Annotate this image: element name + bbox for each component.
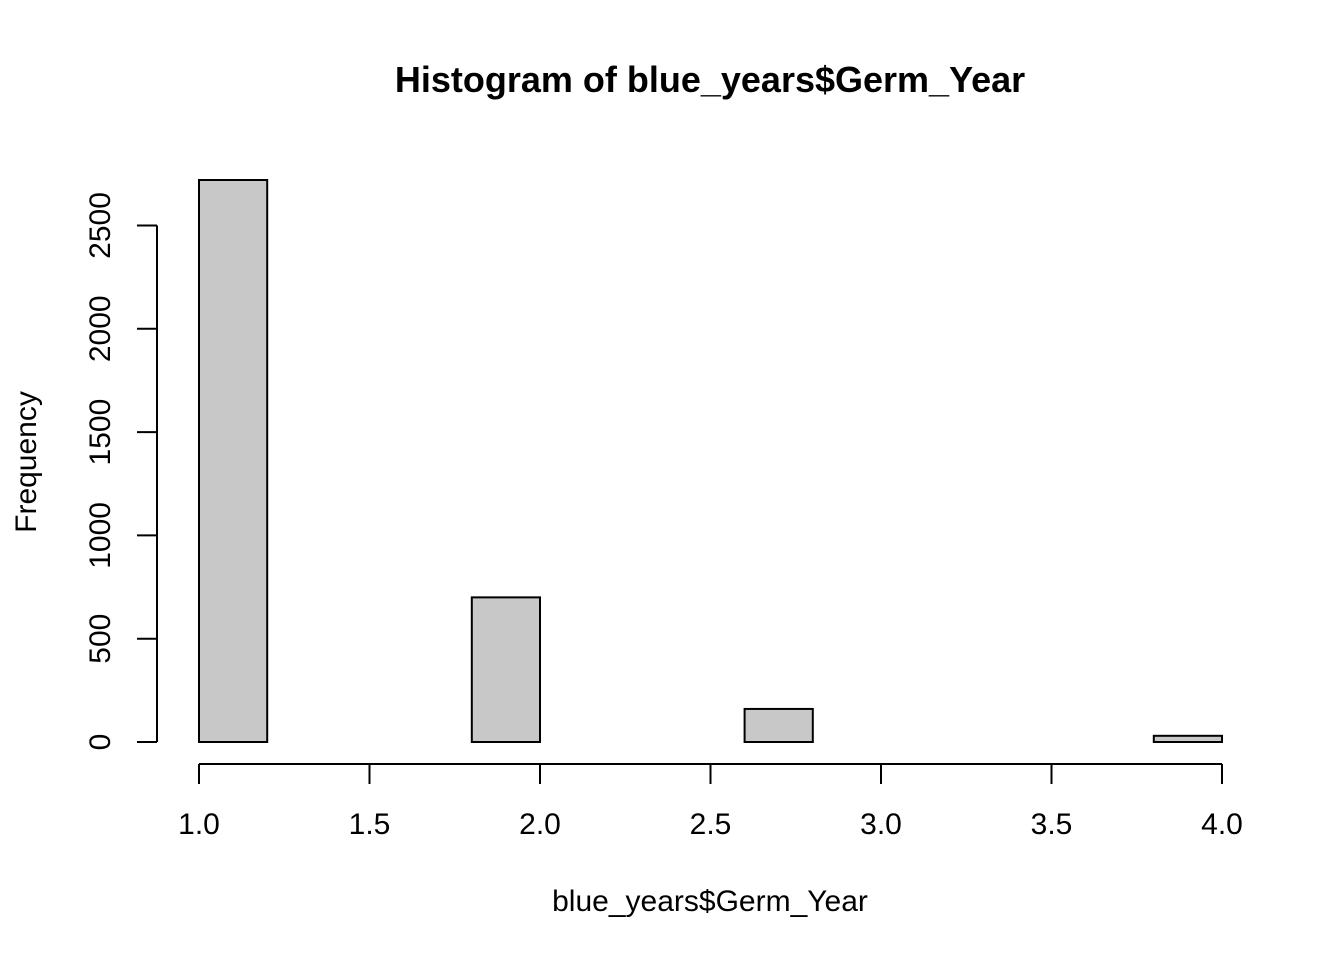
x-tick-label: 2.5 (690, 808, 732, 841)
x-tick-label: 1.0 (178, 808, 220, 841)
chart-title: Histogram of blue_years$Germ_Year (395, 59, 1025, 100)
x-axis: 1.0 1.5 2.0 2.5 3.0 3.5 4.0 (178, 763, 1243, 841)
y-tick-label: 1500 (84, 399, 117, 466)
y-tick-label: 1000 (84, 502, 117, 569)
x-tick-label: 2.0 (519, 808, 561, 841)
y-tick-label: 2500 (84, 192, 117, 259)
y-tick-label: 500 (84, 614, 117, 664)
y-tick-label: 2000 (84, 295, 117, 362)
bars-group (198, 179, 1224, 744)
x-tick-label: 4.0 (1201, 808, 1243, 841)
x-tick-label: 3.5 (1031, 808, 1073, 841)
histogram-bar (198, 179, 269, 743)
y-axis-label: Frequency (10, 391, 43, 533)
x-tick-label: 1.5 (349, 808, 391, 841)
y-tick-label: 0 (84, 734, 117, 751)
x-tick-label: 3.0 (860, 808, 902, 841)
histogram-bar (470, 596, 541, 744)
y-axis: 0 500 1000 1500 2000 2500 (84, 192, 158, 751)
histogram-bar (743, 707, 814, 743)
x-axis-label: blue_years$Germ_Year (552, 885, 868, 918)
histogram-bar (1152, 734, 1224, 743)
